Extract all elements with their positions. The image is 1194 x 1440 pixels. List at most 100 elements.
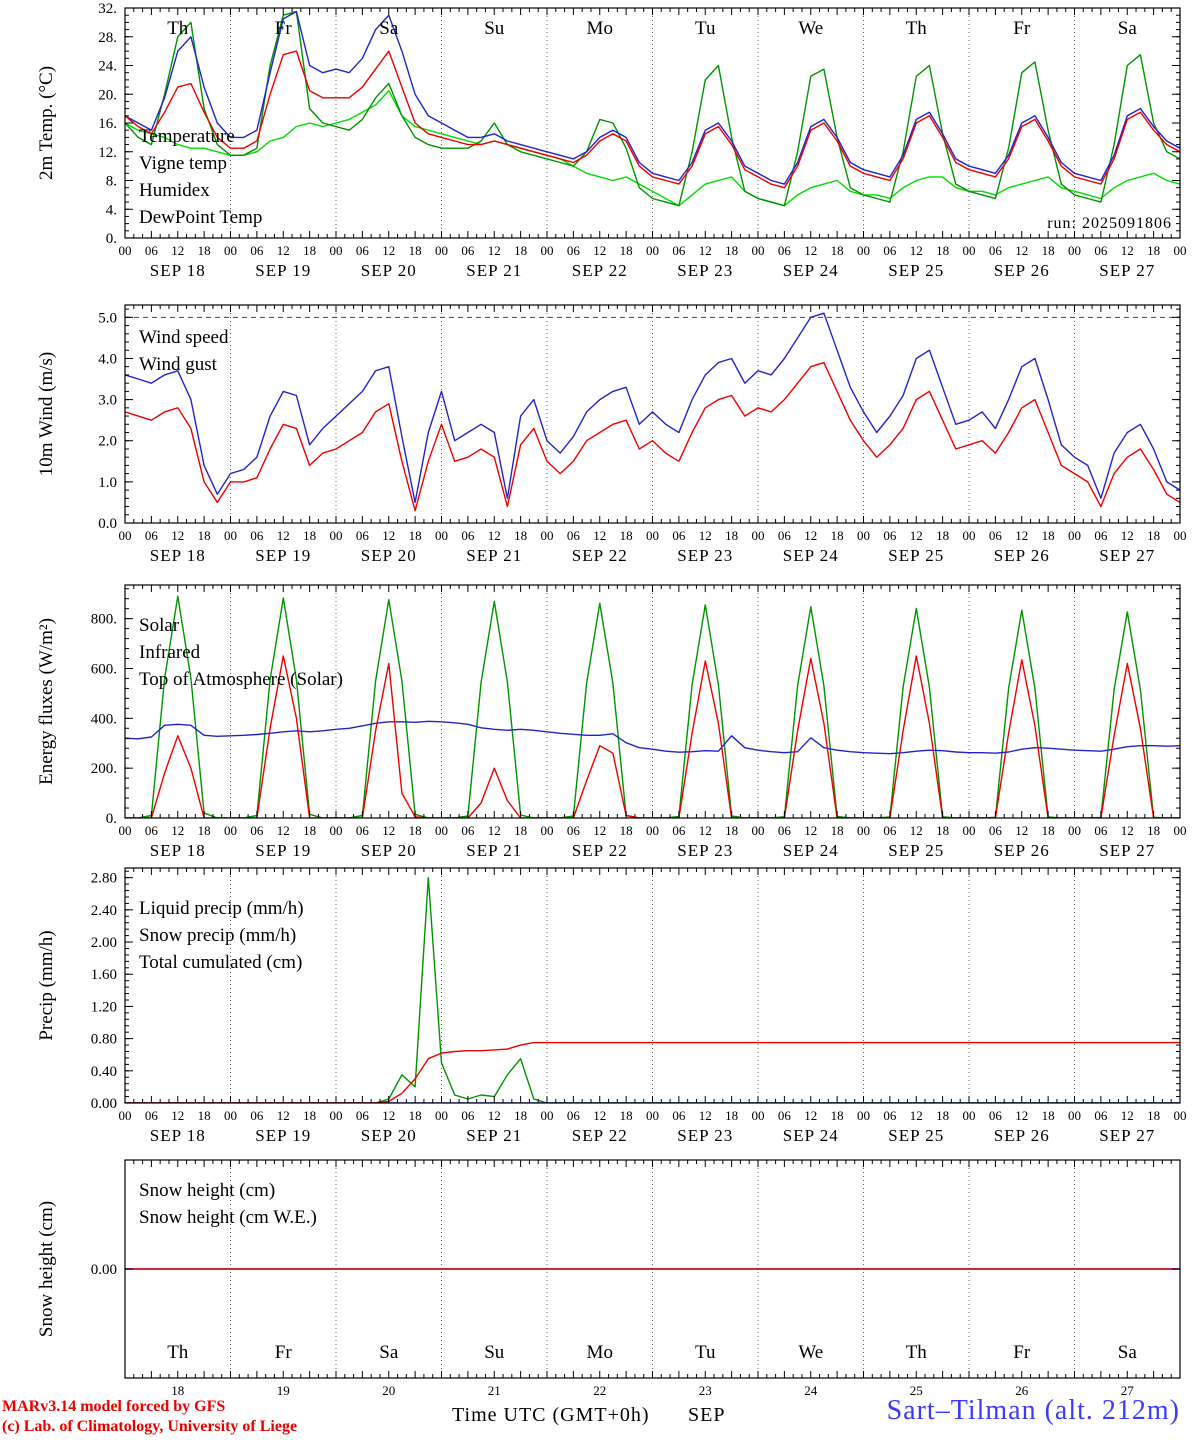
date-label: SEP 22	[572, 1126, 628, 1145]
hour-tick-label: 00	[1068, 1108, 1081, 1123]
time-axis-label: Time UTC (GMT+0h)	[452, 1404, 650, 1426]
y-tick-label: 24.	[98, 59, 117, 75]
day-name-label: Tu	[695, 18, 716, 39]
hour-tick-label: 00	[435, 243, 448, 258]
hour-tick-label: 06	[672, 528, 686, 543]
date-label: SEP 27	[1099, 1126, 1155, 1145]
hour-tick-label: 00	[963, 823, 976, 838]
legend-snow-precip-mm-h: Snow precip (mm/h)	[139, 925, 296, 946]
date-label: SEP 19	[255, 841, 311, 860]
hour-tick-label: 06	[989, 243, 1003, 258]
hour-tick-label: 12	[171, 243, 184, 258]
hour-tick-label: 06	[883, 1108, 897, 1123]
y-axis-title: Precip (mm/h)	[36, 930, 57, 1040]
day-name-label: Th	[167, 1342, 189, 1363]
hour-tick-label: 18	[936, 243, 949, 258]
hour-tick-label: 18	[303, 243, 316, 258]
hour-tick-label: 00	[224, 1108, 237, 1123]
hour-tick-label: 06	[1094, 1108, 1108, 1123]
day-name-label: Su	[484, 1342, 505, 1363]
y-tick-label: 4.0	[98, 351, 117, 367]
hour-tick-label: 18	[620, 823, 633, 838]
hour-tick-label: 12	[488, 243, 501, 258]
hour-tick-label: 12	[1121, 1108, 1134, 1123]
hour-tick-label: 12	[1015, 823, 1028, 838]
hour-tick-label: 06	[1094, 243, 1108, 258]
hour-tick-label: 18	[725, 243, 738, 258]
hour-tick-label: 12	[699, 823, 712, 838]
hour-tick-label: 06	[778, 528, 792, 543]
day-name-label: Th	[906, 18, 928, 39]
y-tick-label: 200.	[91, 761, 117, 777]
hour-tick-label: 18	[303, 823, 316, 838]
y-tick-label: 2.40	[91, 903, 117, 919]
hour-tick-label: 18	[831, 1108, 844, 1123]
hour-tick-label: 00	[1068, 528, 1081, 543]
date-label: SEP 22	[572, 841, 628, 860]
hour-tick-label: 06	[250, 823, 264, 838]
date-label: SEP 20	[361, 261, 417, 280]
date-label: SEP 23	[677, 841, 733, 860]
hour-tick-label: 00	[224, 243, 237, 258]
legend-snow-height-cm-w-e: Snow height (cm W.E.)	[139, 1207, 317, 1228]
day-name-label: Fr	[1013, 1342, 1031, 1363]
hour-tick-label: 06	[145, 823, 159, 838]
hour-tick-label: 00	[857, 528, 870, 543]
hour-tick-label: 12	[277, 823, 290, 838]
y-tick-label: 32.	[98, 1, 117, 17]
hour-tick-label: 00	[857, 1108, 870, 1123]
hour-tick-label: 18	[514, 1108, 527, 1123]
day-number-label: 20	[382, 1383, 395, 1398]
y-tick-label: 0.0	[98, 516, 117, 532]
date-label: SEP 24	[783, 1126, 839, 1145]
hour-tick-label: 18	[409, 1108, 422, 1123]
hour-tick-label: 12	[277, 528, 290, 543]
hour-tick-label: 12	[171, 1108, 184, 1123]
hour-tick-label: 00	[224, 528, 237, 543]
panel-wind: 5.0 4.0 3.0 2.0 1.0 0.0 10m Wind (m/s) Wind spe…	[36, 304, 1187, 565]
hour-tick-label: 18	[198, 243, 211, 258]
hour-tick-label: 12	[1015, 528, 1028, 543]
hour-tick-label: 00	[752, 528, 765, 543]
hour-tick-label: 06	[250, 243, 264, 258]
hour-tick-label: 18	[514, 823, 527, 838]
hour-tick-label: 18	[936, 528, 949, 543]
hour-tick-label: 06	[145, 1108, 159, 1123]
plot-frame	[124, 304, 1181, 524]
y-tick-label: 20.	[98, 87, 117, 103]
y-tick-label: 0.00	[91, 1096, 117, 1112]
hour-tick-label: 18	[514, 243, 527, 258]
date-label: SEP 21	[466, 1126, 522, 1145]
hour-tick-label: 00	[752, 823, 765, 838]
day-number-label: 18	[171, 1383, 184, 1398]
series-total-cumulated	[125, 1041, 1180, 1103]
day-name-label: Mo	[587, 18, 613, 39]
date-label: SEP 18	[150, 841, 206, 860]
hour-tick-label: 00	[963, 1108, 976, 1123]
hour-tick-label: 00	[541, 528, 554, 543]
hour-tick-label: 00	[541, 823, 554, 838]
hour-tick-label: 00	[541, 1108, 554, 1123]
day-name-label: Sa	[379, 18, 399, 39]
hour-tick-label: 18	[936, 823, 949, 838]
day-number-label: 27	[1121, 1383, 1135, 1398]
y-axis-title: 10m Wind (m/s)	[36, 352, 57, 477]
series-wind-gust	[125, 312, 1180, 504]
hour-tick-label: 12	[699, 1108, 712, 1123]
date-label: SEP 23	[677, 546, 733, 565]
legend-top-of-atmosphere-solar: Top of Atmosphere (Solar)	[139, 669, 343, 690]
hour-tick-label: 18	[620, 243, 633, 258]
station-label: Sart–Tilman (alt. 212m)	[886, 1395, 1180, 1426]
hour-tick-label: 06	[778, 243, 792, 258]
series-temperature	[125, 50, 1180, 189]
model-credit-line2: (c) Lab. of Climatology, University of L…	[2, 1418, 298, 1435]
month-label: SEP	[688, 1404, 726, 1426]
y-tick-label: 28.	[98, 30, 117, 46]
legend-snow-height-cm: Snow height (cm)	[139, 1180, 275, 1201]
day-number-label: 19	[277, 1383, 290, 1398]
panel-snow: 0.00 Snow height (cm) Snow height (cm) Snow…	[36, 1159, 1181, 1398]
hour-tick-label: 12	[699, 243, 712, 258]
y-tick-label: 600.	[91, 661, 117, 677]
y-tick-label: 0.00	[91, 1262, 117, 1278]
date-label: SEP 19	[255, 546, 311, 565]
